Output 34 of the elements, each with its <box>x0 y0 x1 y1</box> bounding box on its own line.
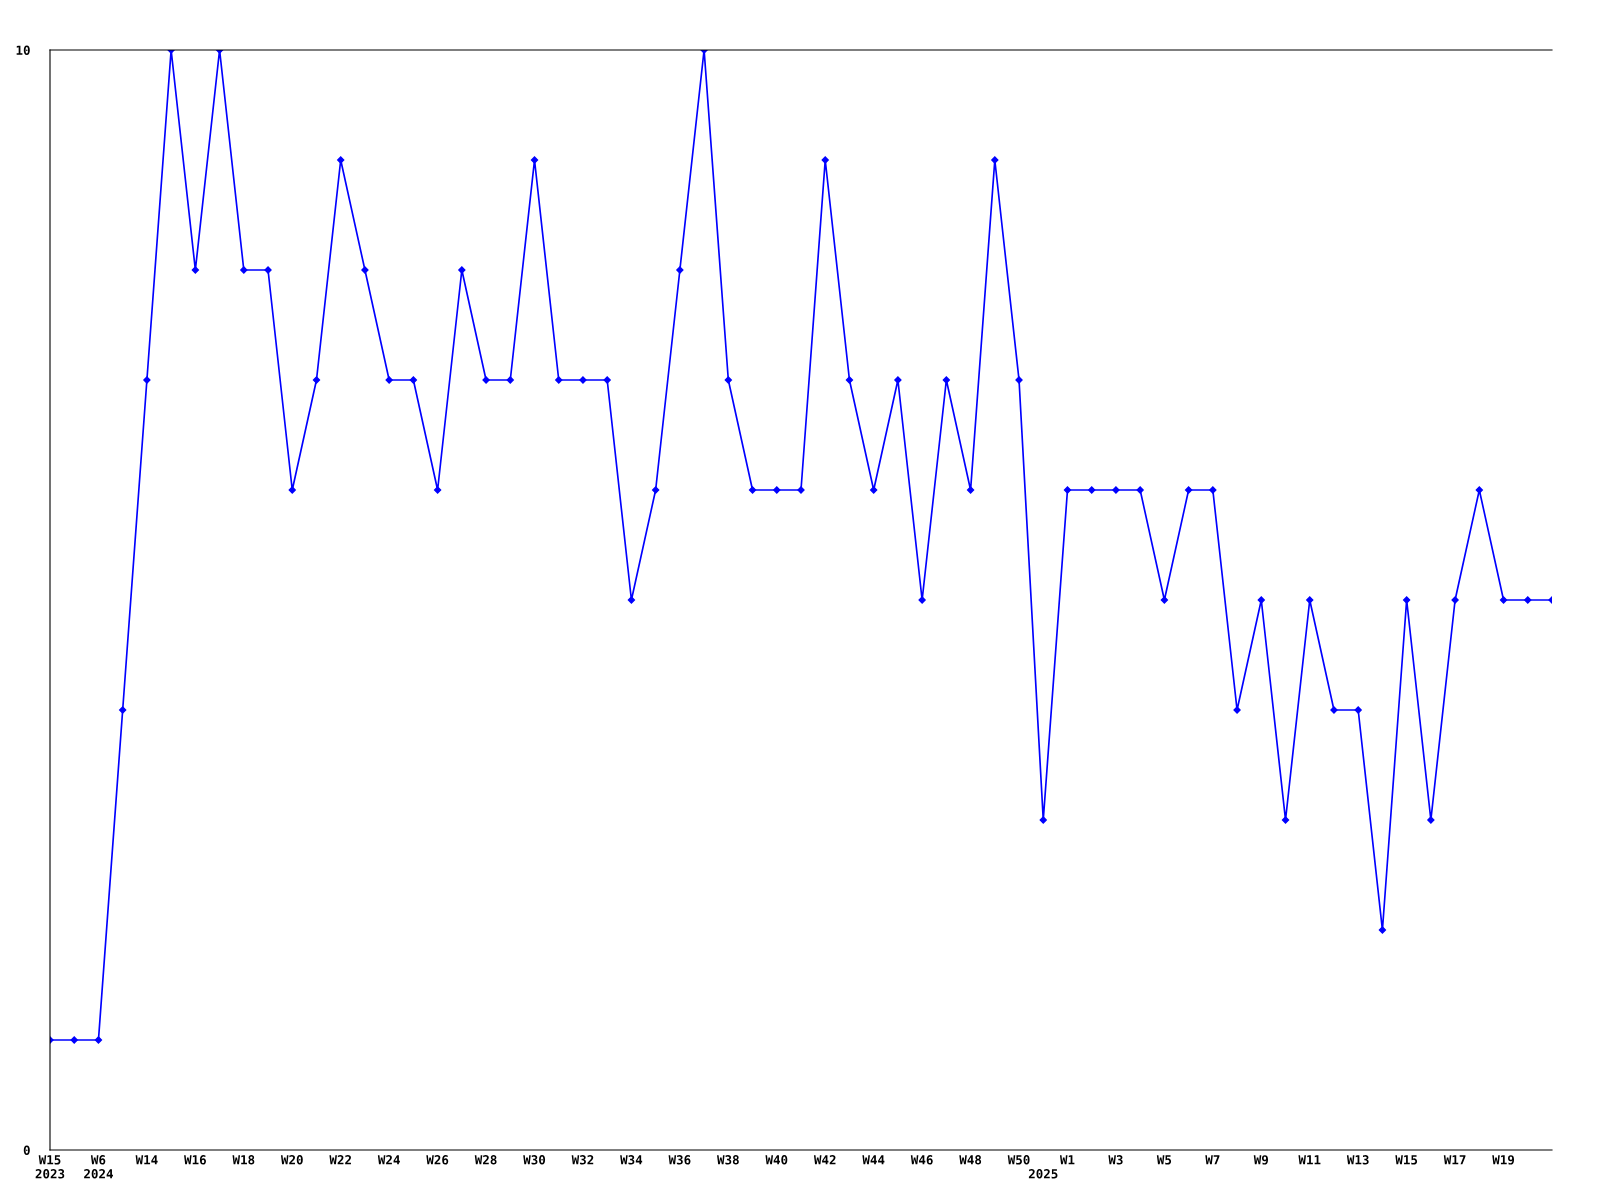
x-tick-label: W9 <box>1253 1155 1269 1165</box>
x-tick-label: W19 <box>1492 1155 1515 1165</box>
x-tick-label: W6 2024 <box>84 1155 113 1179</box>
x-tick-label: W34 <box>620 1155 643 1165</box>
x-tick-label: W40 <box>765 1155 788 1165</box>
x-tick-label: W26 <box>426 1155 449 1165</box>
x-tick-label: W32 <box>571 1155 594 1165</box>
x-tick-label: W7 <box>1205 1155 1220 1165</box>
x-tick-label: W36 <box>668 1155 691 1165</box>
x-tick-label: W20 <box>280 1155 303 1165</box>
x-tick-label: W16 <box>184 1155 206 1165</box>
x-tick-label: W1 <box>1059 1155 1075 1165</box>
x-tick-label: W15 <box>1395 1155 1418 1165</box>
x-tick-label: W22 <box>329 1155 351 1165</box>
x-tick-label: W3 <box>1108 1155 1123 1165</box>
x-tick-label: W38 <box>717 1155 739 1165</box>
x-tick-label: W50 <box>1007 1155 1030 1165</box>
x-tick-label: 2025 <box>1028 1169 1058 1179</box>
x-tick-label: W17 <box>1443 1155 1466 1165</box>
x-tick-label: W42 <box>813 1155 836 1165</box>
x-tick-label: W11 <box>1298 1155 1321 1165</box>
x-tick-label: W24 <box>377 1155 400 1165</box>
x-tick-label: W5 <box>1156 1155 1172 1165</box>
x-tick-label: W30 <box>523 1155 546 1165</box>
x-tick-label: W18 <box>232 1155 255 1165</box>
x-tick-label: W14 <box>135 1155 158 1165</box>
x-tick-label: W44 <box>862 1155 885 1165</box>
x-tick-label: W28 <box>474 1155 497 1165</box>
x-tick-label: W15 2023 <box>35 1155 65 1179</box>
y-tick-label: 0 <box>23 1145 30 1155</box>
y-tick-label: 10 <box>16 45 30 55</box>
x-tick-label: W46 <box>910 1155 933 1165</box>
x-tick-label: W48 <box>959 1155 982 1165</box>
x-tick-label: W13 <box>1346 1155 1369 1165</box>
